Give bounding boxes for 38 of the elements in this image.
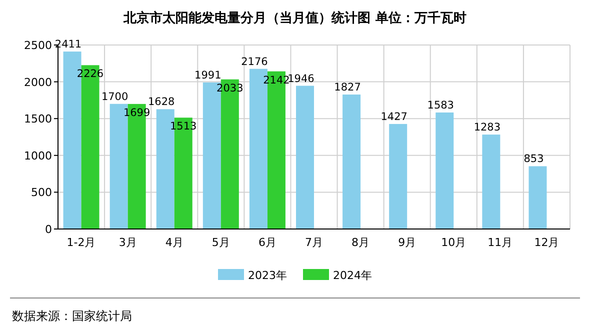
data-label: 1991 [194,69,222,82]
bar [482,134,500,229]
x-tick-label: 12月 [534,236,560,249]
data-label: 1427 [380,110,408,123]
bar [296,86,314,229]
x-tick-label: 6月 [258,236,276,249]
data-label: 1628 [148,96,175,108]
data-label: 1827 [334,82,361,94]
title: 北京市太阳能发电量分月（当月值）统计图 单位：万千瓦时 [124,11,466,26]
source-note: 数据来源：国家统计局 [12,309,132,323]
x-tick-label: 5月 [212,236,230,249]
y-tick-label: 2000 [24,76,52,89]
y-tick-label: 1500 [24,112,52,126]
y-tick-label: 0 [45,223,52,236]
data-label: 853 [524,153,544,166]
data-label: 1283 [474,122,501,134]
x-tick-label: 3月 [118,236,137,249]
y-tick-label: 2500 [24,39,52,52]
data-label: 1700 [101,90,128,103]
bar [528,166,547,229]
data-label: 2176 [241,56,268,68]
x-tick-label: 9月 [398,236,416,249]
bar [342,94,361,229]
bar [436,112,454,229]
y-tick-label: 500 [31,186,52,200]
x-tick-label: 4月 [165,236,184,249]
x-tick-label: 7月 [305,236,323,249]
x-tick-label: 1-2月 [66,236,96,249]
x-tick-label: 11月 [488,236,513,249]
data-label: 2411 [54,38,82,51]
data-label: 1583 [427,99,454,112]
legend-label: 2024年 [333,269,372,282]
y-tick-label: 1000 [24,149,52,162]
x-tick-label: 8月 [352,236,370,249]
bar [389,124,408,229]
legend-label: 2023年 [248,269,287,282]
x-tick-label: 10月 [441,236,466,249]
data-label: 1946 [288,72,315,85]
